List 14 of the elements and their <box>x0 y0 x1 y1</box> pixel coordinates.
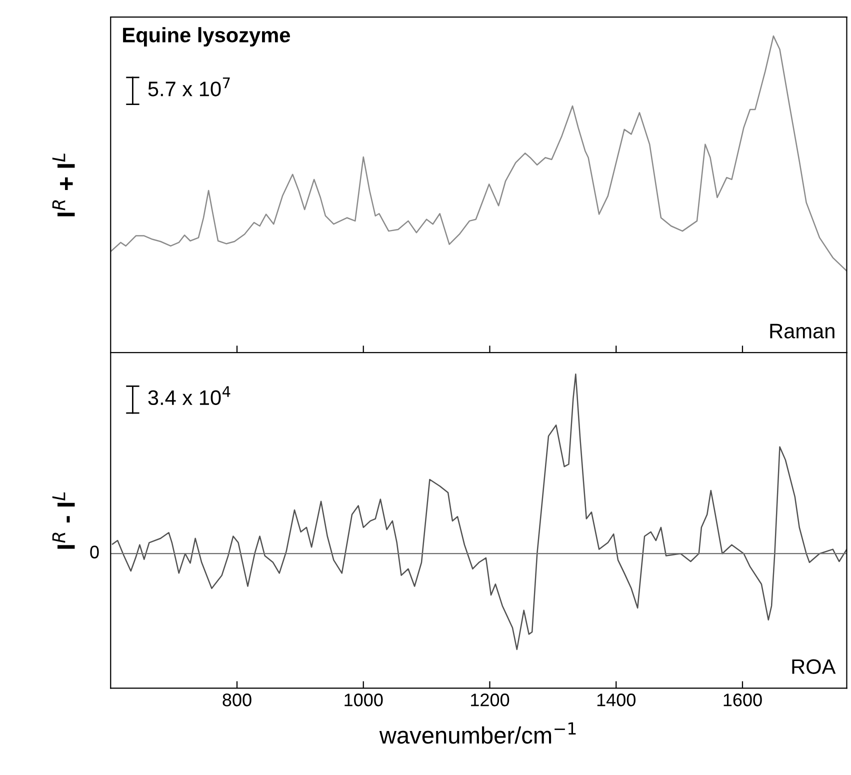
text: ROA <box>792 659 836 674</box>
annotation: 3.4 x 10$^{4}$ <box>148 386 230 406</box>
x-tick-label: 1200 <box>471 694 510 706</box>
annotation: Raman <box>770 324 834 338</box>
x-tick-label: 1000 <box>344 694 383 706</box>
x-tick-label: 1400 <box>597 694 636 706</box>
y-axis-title: I$^{R}$ - I$^{L}$ <box>52 492 75 549</box>
x-tick-label: 1600 <box>724 694 762 706</box>
y-axis-title: I$^{R}$ + I$^{L}$ <box>52 154 75 216</box>
ref-line-label: 0 <box>90 546 99 558</box>
x-axis-title: wavenumber/cm$^{−1}$ <box>379 722 576 744</box>
x-tick-label: 800 <box>222 694 252 706</box>
chart-title: Equine lysozyme <box>123 27 290 47</box>
annotation: 5.7 x 10$^{7}$ <box>148 78 230 96</box>
